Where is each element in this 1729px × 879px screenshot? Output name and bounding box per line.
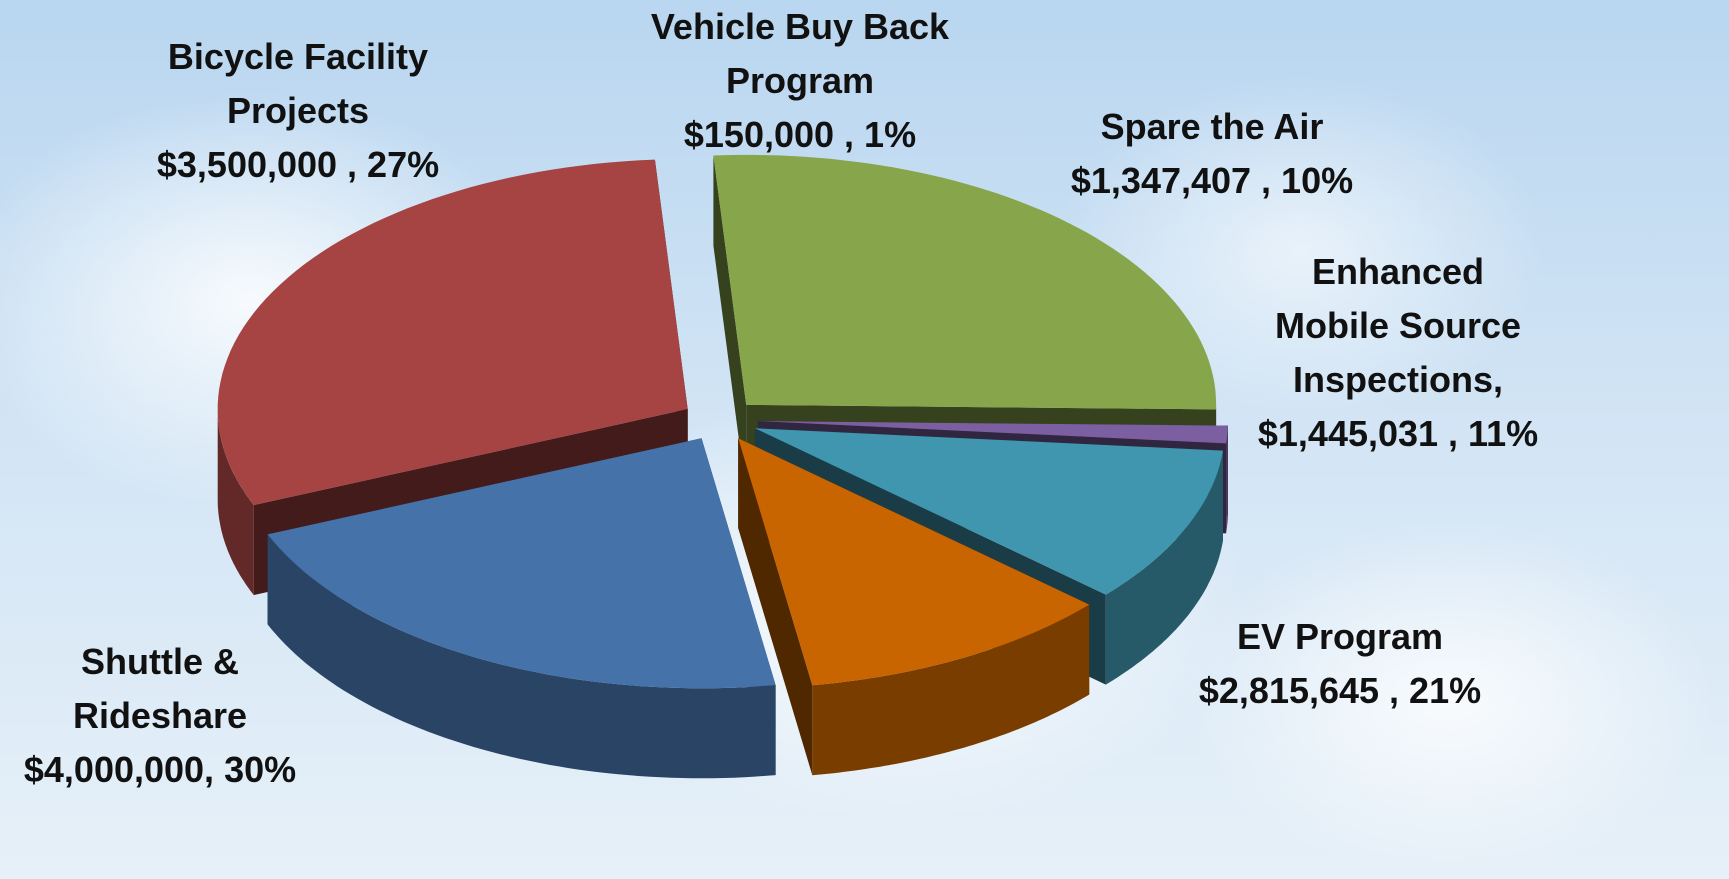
slice [217,159,688,506]
value-label: $2,815,645 , 21% [1198,670,1482,711]
slice-side [1226,425,1228,534]
slice-label: Vehicle Buy Back Program $150,000 , 1% [630,0,970,162]
value-label: $4,000,000, 30% [23,749,297,790]
value-label: $1,445,031 , 11% [1257,413,1539,454]
slice-label: Enhanced Mobile Source Inspections, $1,44… [1258,245,1538,461]
slice-wall [738,438,813,776]
slice-label: Shuttle & Rideshare $4,000,000, 30% [24,635,296,797]
value-label: $150,000 , 1% [683,114,917,155]
slice [713,154,1217,410]
slice-side [812,604,1090,776]
slice-side [267,534,776,779]
slice-side [217,409,254,596]
slice-label: Bicycle Facility Projects $3,500,000 , 27… [118,30,478,192]
category-label: Vehicle Buy Back Program [650,6,950,101]
category-label: EV Program [1236,616,1444,657]
slice-wall [713,155,747,495]
slice [757,421,1228,444]
slice [267,438,776,689]
value-label: $1,347,407 , 10% [1070,160,1354,201]
slice-side [1105,450,1223,685]
category-label: Enhanced Mobile Source Inspections, [1274,251,1522,400]
slice-label: EV Program $2,815,645 , 21% [1190,610,1490,718]
slice-label: Spare the Air $1,347,407 , 10% [1052,100,1372,208]
category-label: Bicycle Facility Projects [167,36,429,131]
value-label: $3,500,000 , 27% [156,144,440,185]
slice [738,438,1090,686]
category-label: Spare the Air [1100,106,1324,147]
slice [754,428,1223,595]
category-label: Shuttle & Rideshare [72,641,248,736]
